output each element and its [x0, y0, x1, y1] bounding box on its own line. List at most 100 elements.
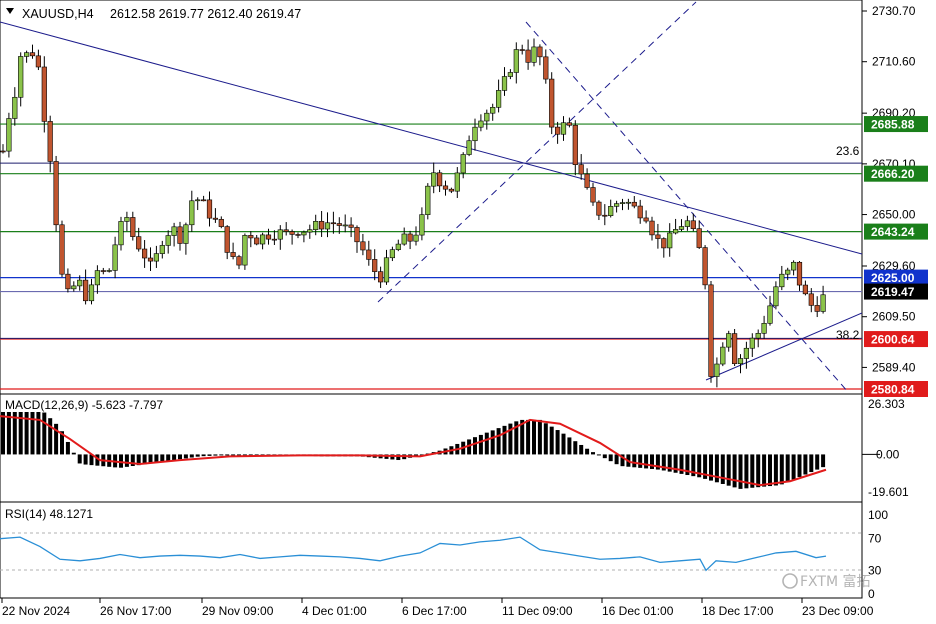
- bear-candle: [83, 279, 89, 302]
- bear-candle: [271, 238, 278, 241]
- bear-candle: [354, 227, 360, 243]
- bear-candle: [802, 284, 808, 295]
- macd-histogram-bar: [496, 428, 501, 455]
- bull-candle: [106, 270, 112, 272]
- bear-candle: [47, 121, 53, 162]
- macd-signal-line: [0, 415, 827, 487]
- bull-candle: [501, 76, 508, 91]
- rsi-panel: [0, 501, 863, 599]
- rsi-line: [0, 536, 827, 572]
- macd-histogram-bar: [756, 454, 761, 488]
- macd-histogram-bar: [124, 454, 129, 467]
- bull-candle: [820, 294, 826, 312]
- rsi-axis: 100 70 30 0: [868, 508, 888, 601]
- bull-candle: [171, 226, 177, 236]
- macd-histogram-bar: [697, 454, 702, 478]
- macd-histogram-bar: [726, 454, 731, 486]
- macd-histogram-bar: [532, 419, 536, 455]
- macd-histogram-bar: [24, 409, 29, 455]
- bear-candle: [130, 217, 136, 237]
- bear-candle: [201, 199, 207, 202]
- macd-histogram-bar: [242, 454, 247, 456]
- bull-candle: [608, 206, 614, 216]
- bear-candle: [41, 66, 47, 122]
- fib-dashed-line-down: [525, 21, 849, 393]
- macd-histogram-bar: [809, 454, 814, 473]
- macd-histogram-bar: [585, 448, 590, 455]
- bear-candle: [295, 234, 301, 236]
- bull-candle: [189, 200, 195, 226]
- bull-candle: [531, 46, 537, 63]
- bear-candle: [566, 122, 572, 126]
- bull-candle: [153, 253, 160, 262]
- bull-candle: [466, 140, 472, 155]
- price-tag-label: 2600.64: [871, 333, 915, 347]
- bull-candle: [790, 261, 797, 271]
- macd-histogram-bar: [166, 454, 171, 461]
- macd-histogram-bar: [703, 454, 708, 479]
- macd-histogram-bar: [762, 454, 767, 487]
- macd-histogram-bar: [219, 454, 224, 456]
- macd-histogram-bar: [655, 454, 660, 470]
- bull-candle: [779, 273, 785, 288]
- bear-candle: [537, 46, 543, 58]
- bull-candle: [389, 249, 396, 259]
- macd-histogram-bar: [30, 409, 35, 455]
- bull-candle: [18, 56, 24, 98]
- macd-histogram-bar: [390, 454, 395, 460]
- macd-histogram-bar: [744, 454, 749, 489]
- time-tick-label: 23 Dec 09:00: [802, 604, 874, 618]
- bear-candle: [100, 270, 106, 272]
- fib-label-38-2: 38.2: [836, 328, 860, 342]
- bear-candle: [519, 49, 525, 51]
- price-tag-label: 2666.20: [871, 167, 915, 181]
- bear-candle: [360, 241, 366, 251]
- macd-histogram-bar: [785, 454, 790, 482]
- bear-candle: [796, 261, 803, 286]
- macd-tick-label: 26.303: [868, 397, 905, 411]
- collapse-triangle-icon[interactable]: [6, 8, 14, 14]
- bull-candle: [118, 221, 124, 246]
- macd-histogram-bar: [213, 454, 218, 456]
- macd-histogram-bar: [478, 434, 483, 455]
- bear-candle: [696, 228, 702, 248]
- price-tag-label: 2643.24: [871, 225, 915, 239]
- bull-candle: [324, 222, 331, 230]
- bull-candle: [23, 52, 30, 57]
- bull-candle: [112, 244, 118, 271]
- macd-histogram-bar: [720, 454, 725, 484]
- macd-histogram-bar: [679, 454, 684, 474]
- macd-histogram-bar: [815, 454, 820, 470]
- macd-histogram-bar: [65, 441, 70, 455]
- macd-histogram-bar: [136, 454, 141, 466]
- bear-candle: [808, 293, 814, 306]
- macd-histogram-bar: [549, 426, 554, 455]
- bull-candle: [749, 337, 755, 349]
- price-axis: 2730.702710.602690.202670.102650.002629.…: [862, 4, 916, 374]
- price-tick-label: 2730.70: [872, 4, 916, 18]
- price-tick-label: 2589.40: [872, 360, 916, 374]
- bear-candle: [248, 235, 254, 239]
- bull-candle: [71, 285, 77, 290]
- macd-histogram-bar: [779, 454, 784, 485]
- bull-candle: [720, 346, 726, 365]
- macd-title: MACD(12,26,9) -5.623 -7.797: [5, 398, 163, 412]
- macd-histogram-bar: [189, 454, 194, 458]
- bull-candle: [383, 257, 390, 283]
- macd-histogram-bar: [71, 452, 76, 455]
- bull-candle: [684, 220, 690, 227]
- bull-candle: [12, 96, 18, 119]
- bull-candle: [785, 269, 791, 275]
- rsi-tick-label: 100: [868, 508, 888, 522]
- bull-candle: [507, 72, 514, 77]
- bear-candle: [655, 234, 661, 239]
- price-tag-label: 2625.00: [871, 271, 915, 285]
- bear-candle: [206, 199, 213, 219]
- bear-candle: [549, 78, 555, 128]
- bull-candle: [342, 224, 348, 227]
- macd-histogram-bar: [502, 425, 507, 455]
- macd-tick-label: 0.00: [876, 447, 900, 461]
- macd-histogram-bar: [520, 419, 525, 455]
- watermark-text: FXTM 富拓: [800, 573, 870, 590]
- bear-candle: [289, 231, 295, 235]
